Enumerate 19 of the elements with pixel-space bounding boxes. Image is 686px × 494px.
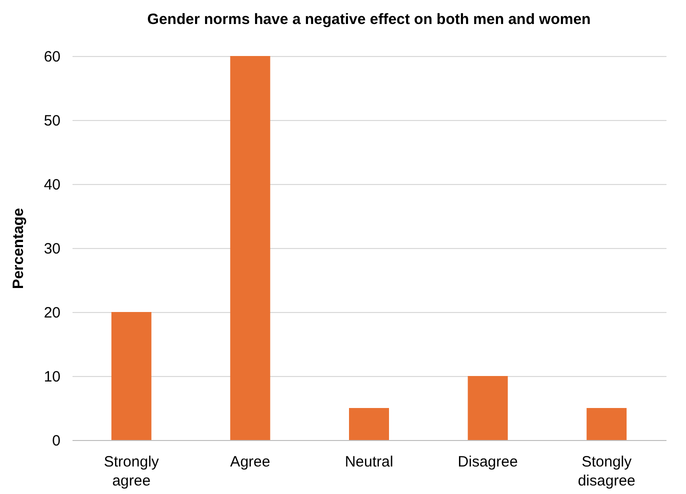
chart-title: Gender norms have a negative effect on both men and women	[147, 11, 591, 28]
bar	[586, 408, 627, 440]
x-tick-label: Neutral	[344, 454, 394, 470]
y-tick-label: 20	[44, 304, 60, 322]
y-axis-title: Percentage	[10, 208, 27, 289]
x-tick-label: Agree	[230, 454, 270, 470]
y-tick-label: 10	[44, 368, 60, 386]
x-tick-label: Stongly disagree	[578, 454, 636, 490]
y-tick-label: 0	[52, 432, 60, 450]
bar	[468, 376, 508, 440]
y-tick-label: 50	[44, 112, 60, 130]
y-tick-label: 30	[44, 240, 60, 258]
bar	[349, 408, 389, 440]
y-tick-label: 60	[44, 48, 60, 66]
bar	[111, 312, 152, 440]
x-tick-label: Strongly agree	[104, 454, 160, 490]
x-tick-label: Disagree	[458, 454, 518, 470]
bar	[230, 56, 270, 440]
y-tick-label: 40	[44, 176, 60, 194]
